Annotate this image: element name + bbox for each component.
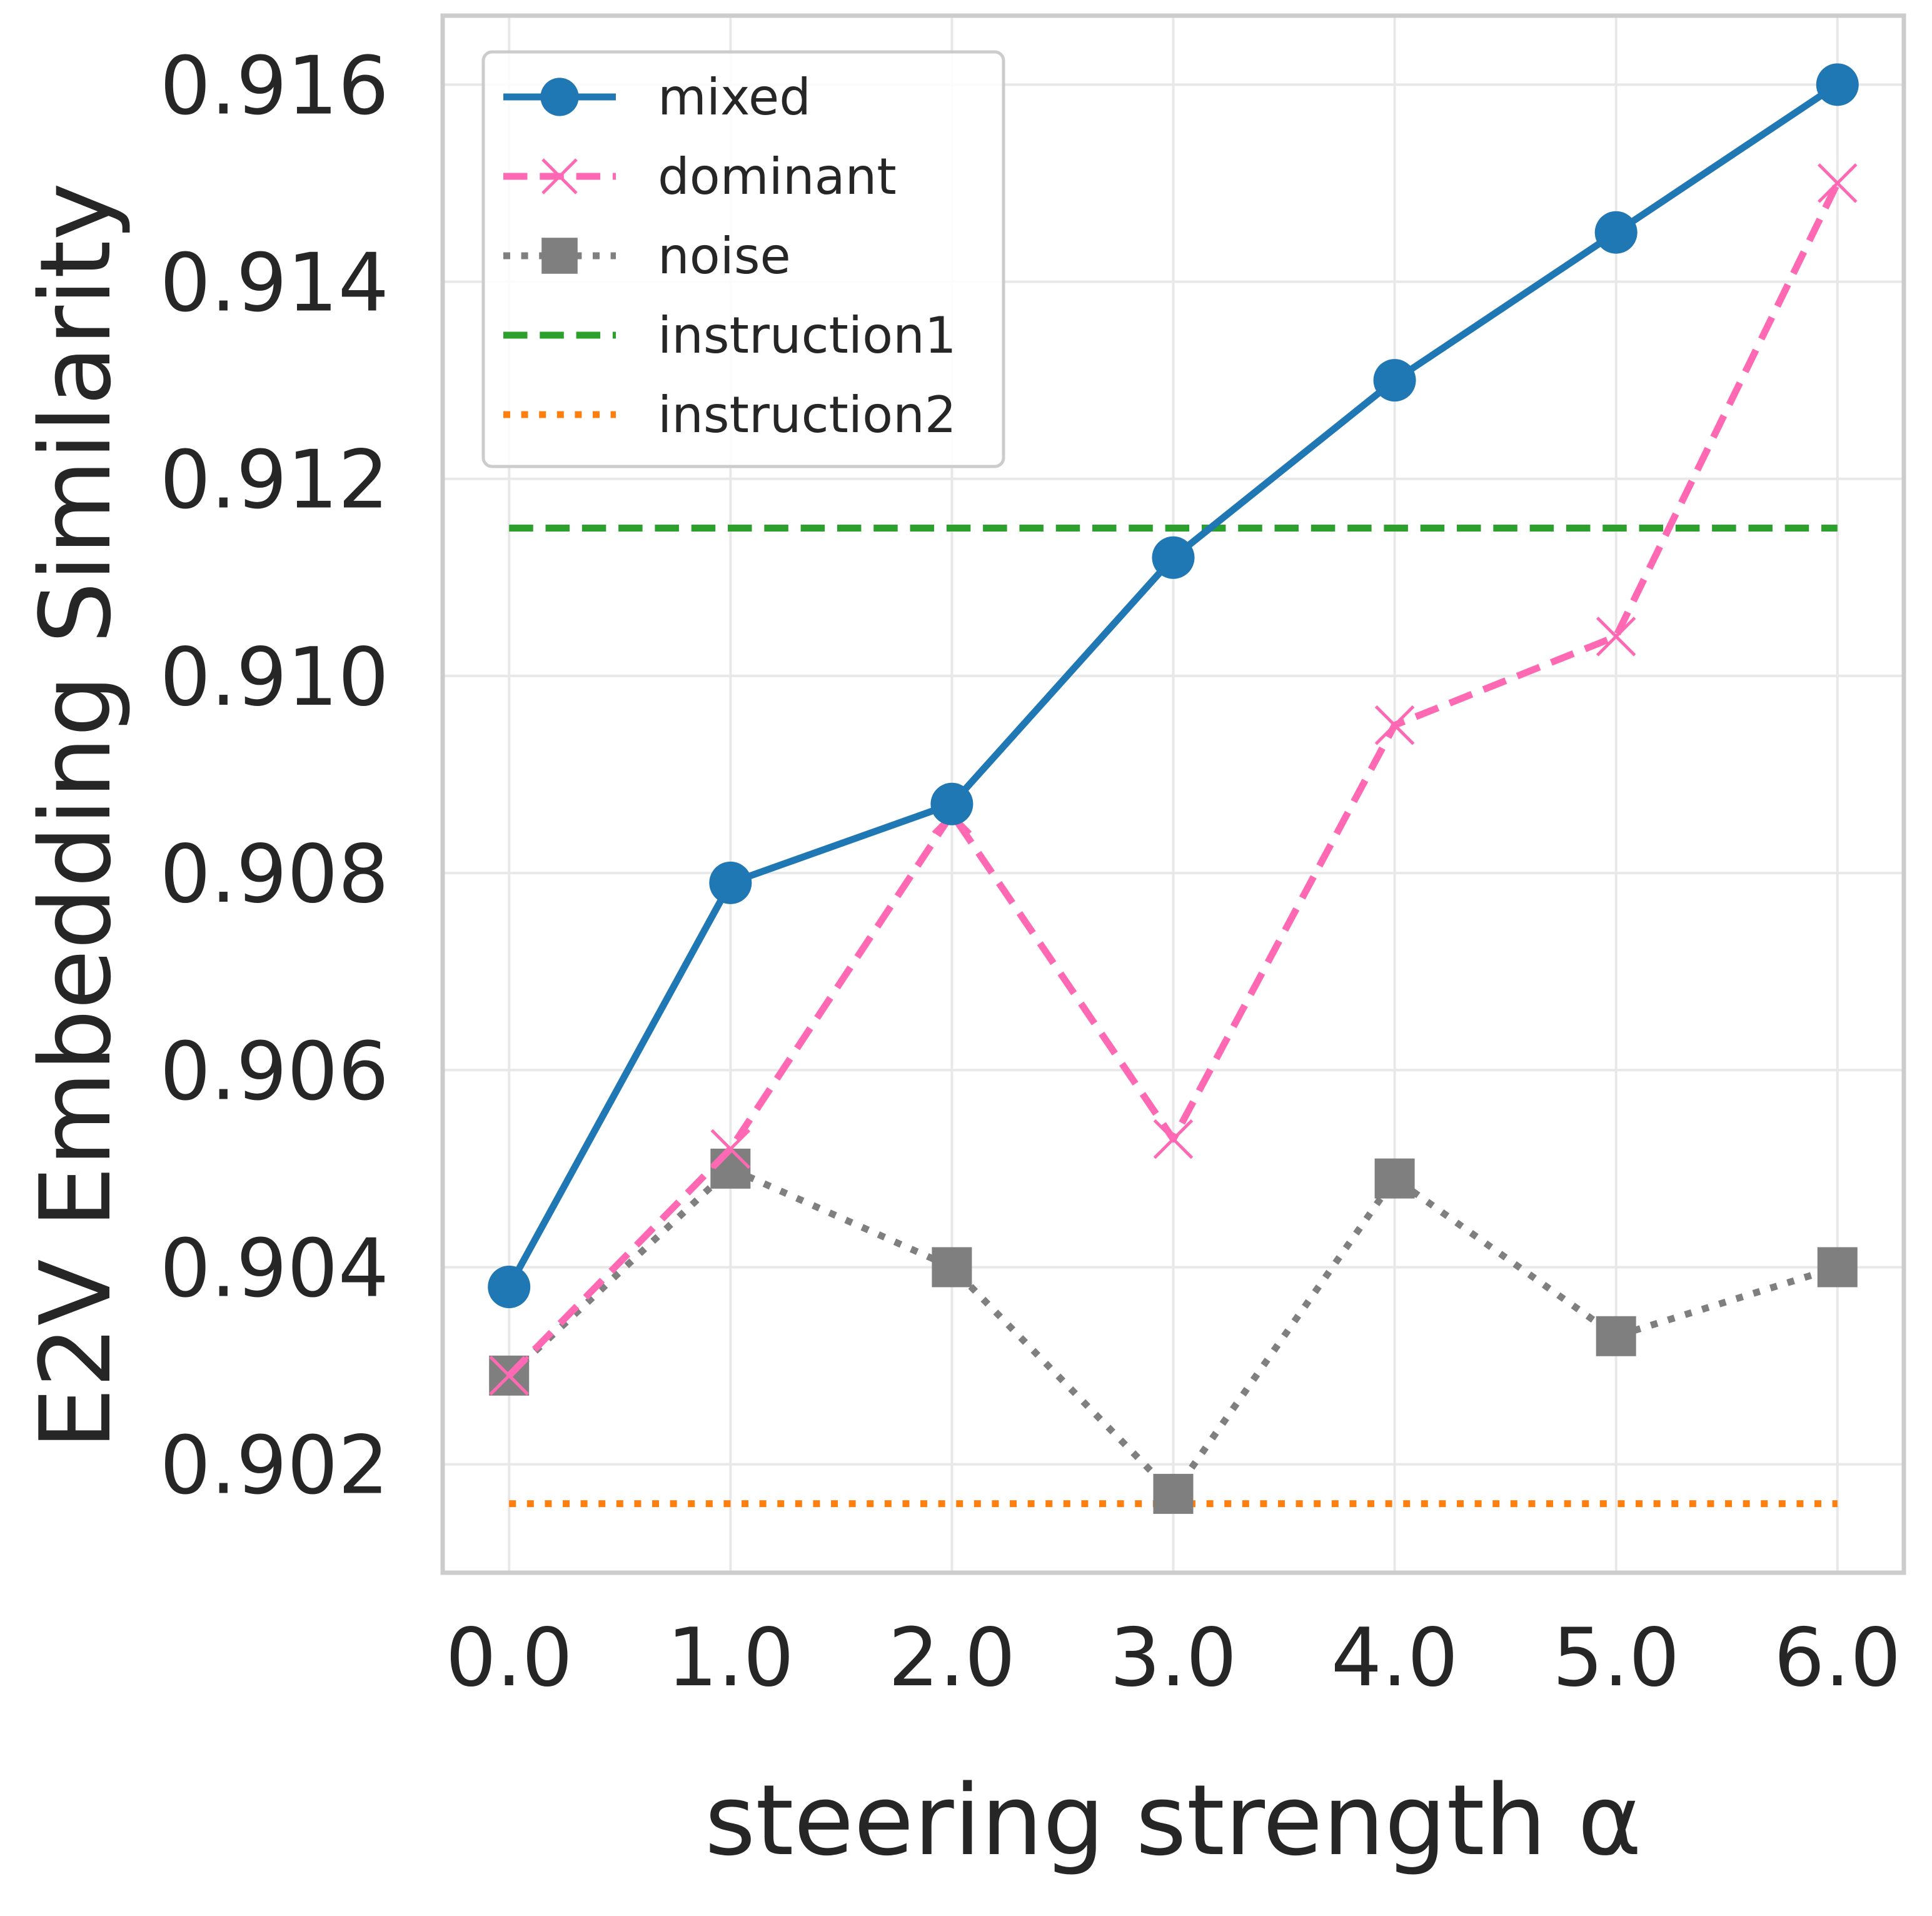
data-point-dominant (1818, 163, 1858, 203)
plot-frame (440, 13, 1906, 1575)
legend[interactable]: mixed dominant noise instruction1 instructio… (481, 50, 1005, 468)
y-tick-label: 0.902 (160, 1419, 389, 1513)
data-point-dominant (1596, 617, 1636, 657)
legend-marker-noise (541, 238, 578, 274)
legend-label-instruction2: instruction2 (658, 386, 957, 444)
y-tick-label: 0.916 (160, 39, 389, 133)
tick-labels: 0.0 1.0 2.0 3.0 4.0 5.0 6.0 0.902 0.904 0.906 0.90… (160, 39, 1901, 1705)
legend-label-mixed: mixed (658, 68, 811, 126)
legend-marker-mixed (540, 78, 579, 116)
data-point-dominant (489, 1356, 529, 1396)
legend-item-instruction2[interactable]: instruction2 (503, 386, 957, 444)
x-tick-label: 5.0 (1552, 1611, 1680, 1705)
data-point-noise (1817, 1247, 1858, 1288)
x-tick-label: 0.0 (445, 1611, 573, 1705)
x-tick-label: 6.0 (1774, 1611, 1901, 1705)
y-axis-label: E2V Embedding Similarity (19, 183, 133, 1450)
data-point-noise (1374, 1158, 1415, 1199)
data-point-mixed (709, 861, 752, 904)
x-tick-label: 1.0 (667, 1611, 795, 1705)
legend-label-dominant: dominant (658, 148, 897, 206)
data-point-mixed (1373, 359, 1416, 402)
data-point-dominant (1153, 1119, 1194, 1159)
legend-box (481, 50, 1005, 468)
y-tick-label: 0.910 (160, 631, 389, 724)
data-point-dominant (1374, 705, 1415, 745)
y-tick-label: 0.908 (160, 828, 389, 921)
legend-item-instruction1[interactable]: instruction1 (503, 306, 957, 365)
legend-marker-dominant (541, 158, 578, 194)
x-tick-label: 3.0 (1110, 1611, 1237, 1705)
series-mixed (488, 63, 1859, 1308)
x-axis-label: steering strength α (705, 1763, 1642, 1877)
series-layer (488, 63, 1859, 1514)
data-point-mixed (1152, 536, 1195, 579)
data-point-noise (710, 1148, 751, 1189)
x-tick-label: 2.0 (888, 1611, 1016, 1705)
legend-item-mixed[interactable]: mixed (503, 68, 811, 126)
legend-item-dominant[interactable]: dominant (503, 148, 897, 206)
data-point-mixed (1816, 63, 1859, 106)
data-point-noise (1153, 1473, 1194, 1514)
data-point-mixed (930, 782, 974, 825)
data-point-dominant (710, 1129, 751, 1169)
y-tick-label: 0.906 (160, 1025, 389, 1118)
data-point-mixed (1594, 211, 1638, 254)
legend-label-noise: noise (658, 227, 791, 285)
y-tick-label: 0.912 (160, 434, 389, 527)
legend-item-noise[interactable]: noise (503, 227, 791, 285)
y-tick-label: 0.914 (160, 237, 389, 330)
data-point-mixed (488, 1265, 531, 1308)
data-point-noise (932, 1247, 972, 1288)
x-tick-label: 4.0 (1331, 1611, 1459, 1705)
data-point-noise (1596, 1316, 1636, 1356)
y-tick-label: 0.904 (160, 1222, 389, 1315)
legend-label-instruction1: instruction1 (658, 306, 957, 365)
